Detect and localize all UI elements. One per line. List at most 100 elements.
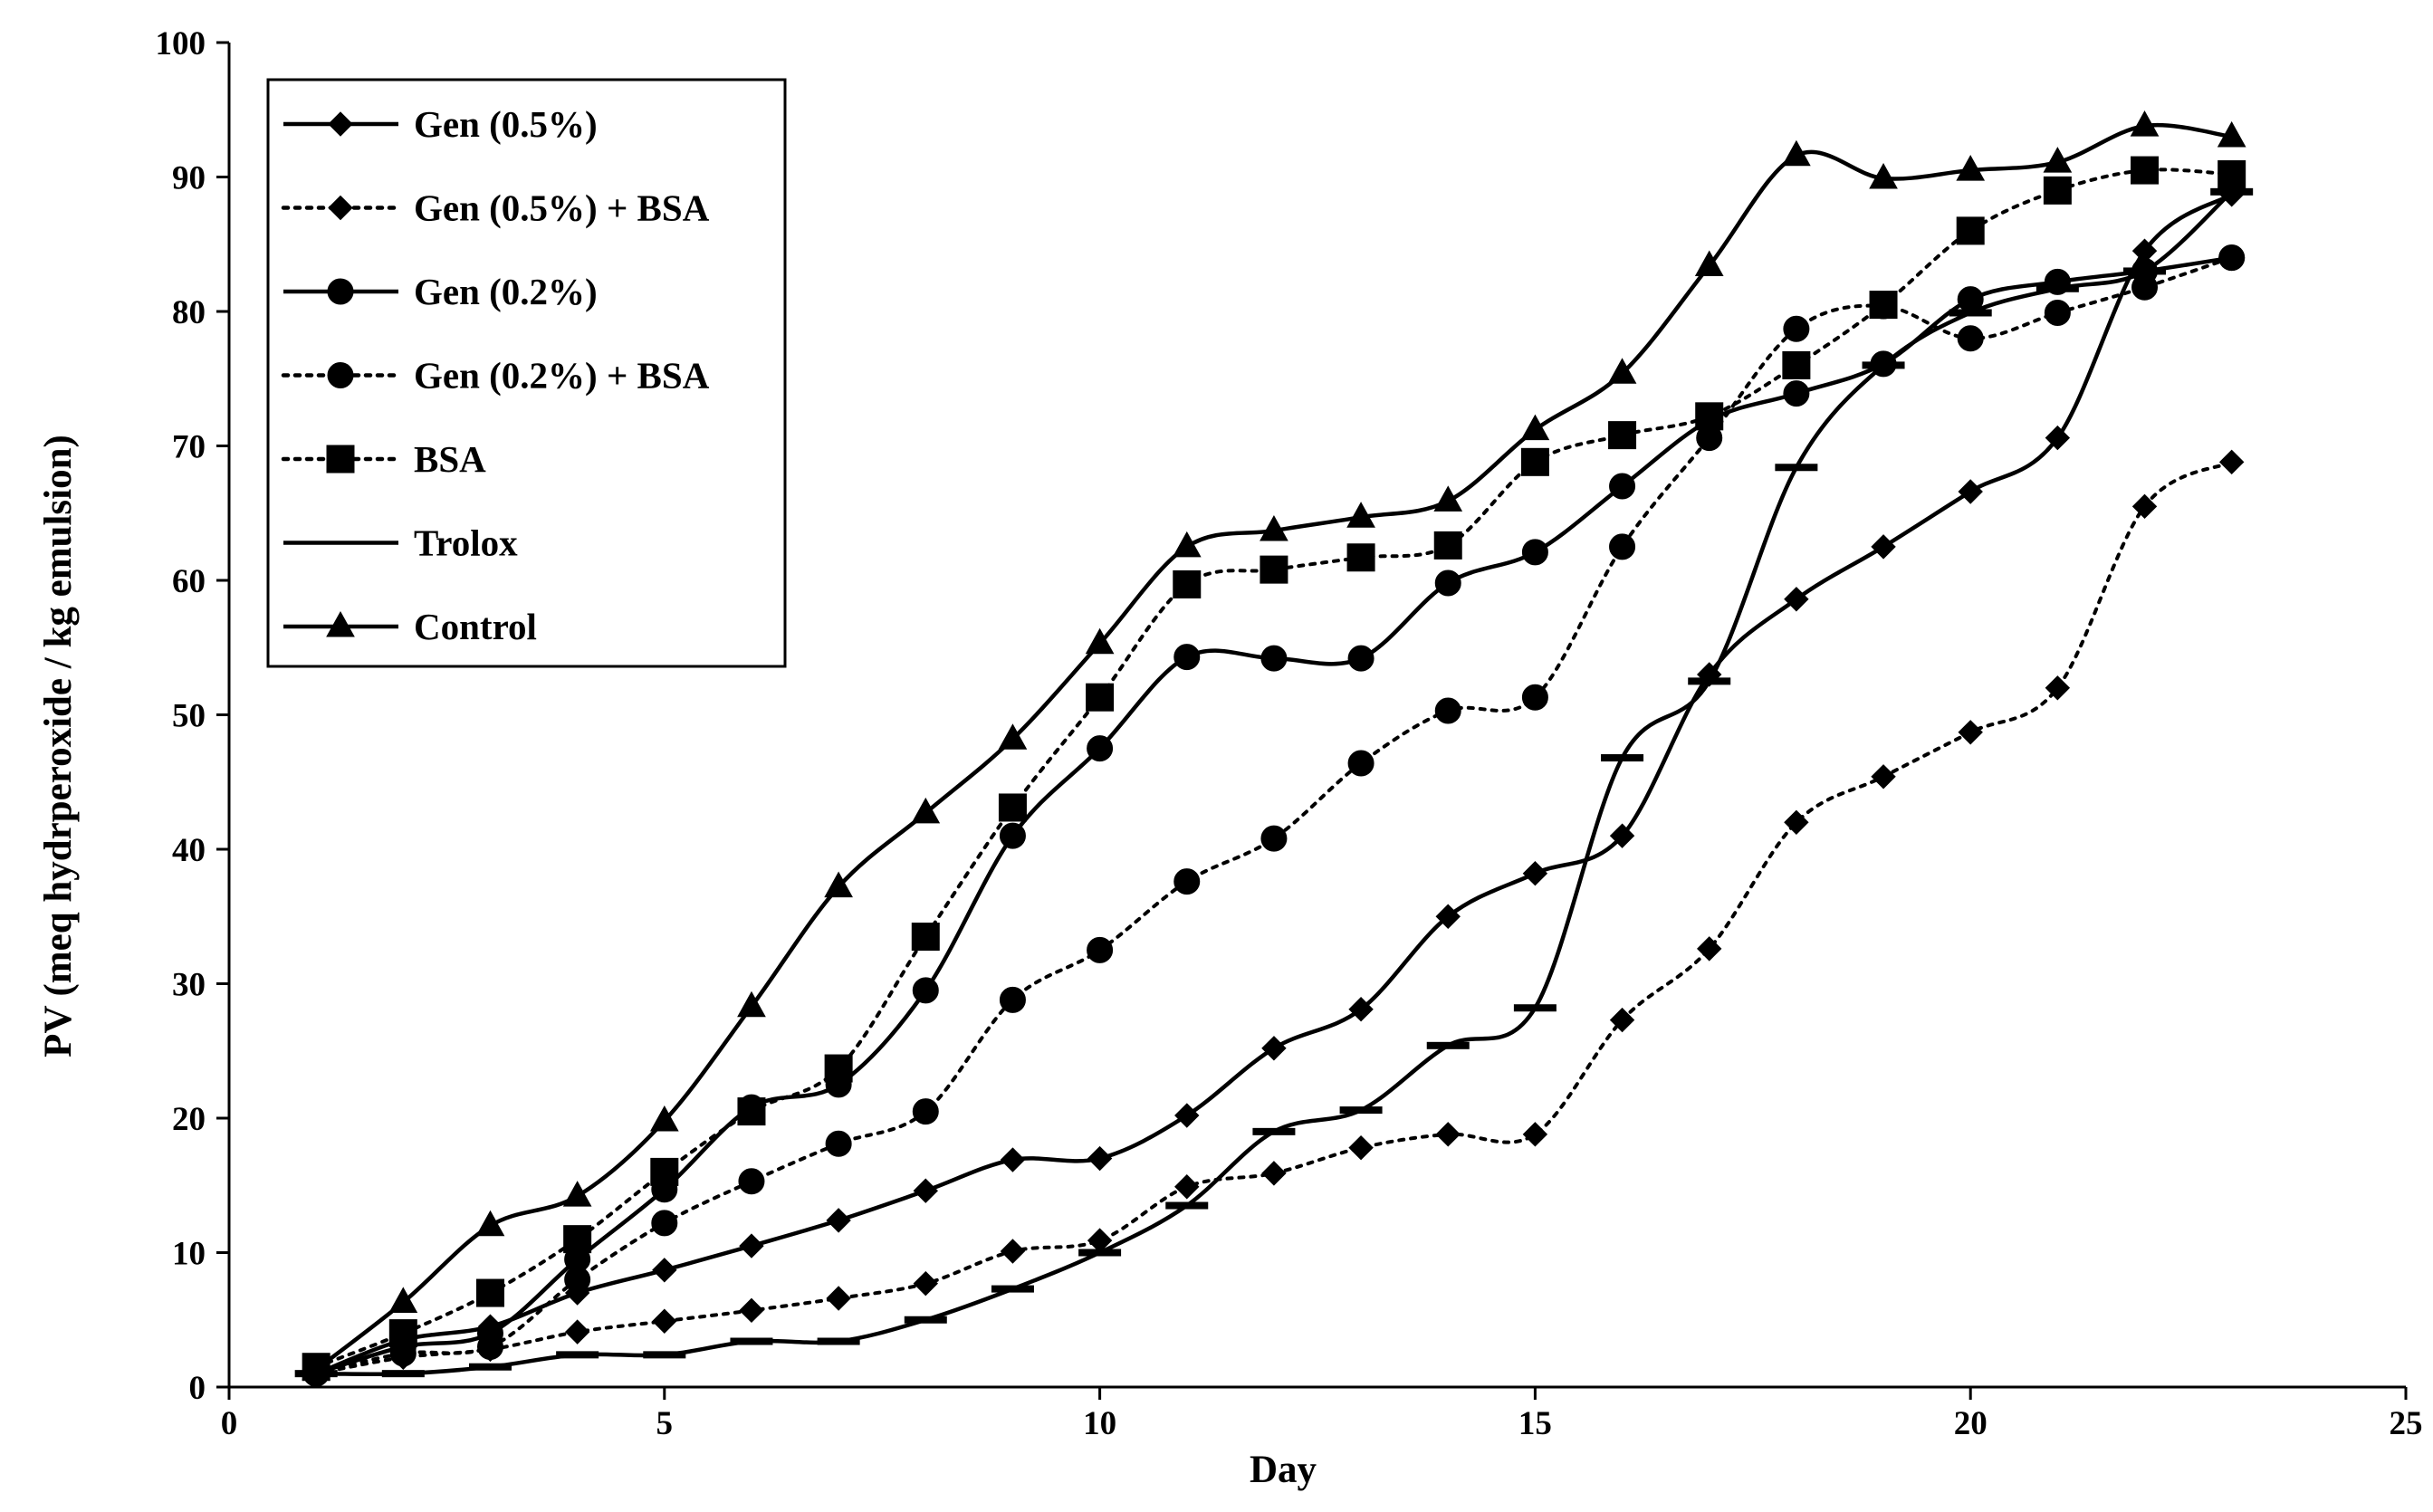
data-point: [643, 1351, 686, 1359]
data-point: [998, 723, 1028, 750]
data-point: [1078, 1249, 1122, 1257]
legend-item-trolox: Trolox: [283, 522, 518, 564]
y-tick-label: 10: [172, 1236, 206, 1273]
data-point: [1609, 823, 1635, 848]
legend-marker: [328, 195, 353, 221]
axes: 0 5 10 15 20 25 0 10 20 30 40 50 60 70 80 90 100: [156, 25, 2423, 1442]
data-point: [1782, 139, 1811, 167]
series-line-bsa: [314, 167, 2234, 1369]
data-point: [2217, 160, 2246, 189]
data-point: [1348, 1134, 1374, 1161]
series-gen-0-2-bsa: [302, 244, 2246, 1387]
data-point: [911, 923, 940, 952]
data-point: [1347, 645, 1375, 672]
data-point: [1783, 380, 1810, 407]
data-point: [1260, 555, 1288, 584]
legend-marker: [327, 362, 354, 388]
data-point: [1348, 997, 1374, 1022]
y-tick-label: 100: [156, 25, 206, 62]
data-point: [1869, 162, 1898, 189]
data-point: [1434, 697, 1461, 724]
data-point: [1775, 464, 1818, 472]
x-tick-label: 15: [1518, 1405, 1552, 1442]
data-point: [1085, 627, 1115, 655]
data-point: [2035, 284, 2079, 292]
data-point: [1520, 414, 1550, 441]
data-point: [1339, 1106, 1383, 1115]
data-point: [1522, 861, 1548, 886]
data-point: [2131, 156, 2160, 185]
data-point: [1607, 358, 1637, 384]
data-point: [826, 1208, 851, 1233]
series-trolox: [294, 187, 2254, 1378]
data-point: [2123, 267, 2167, 275]
data-point: [1426, 1041, 1470, 1049]
data-point: [999, 822, 1026, 849]
data-point: [1174, 1174, 1200, 1200]
data-point: [388, 1287, 418, 1313]
data-point: [388, 1319, 417, 1348]
data-point: [911, 797, 941, 824]
data-point: [913, 1270, 938, 1297]
data-point: [1260, 515, 1288, 541]
y-tick-label: 30: [172, 967, 206, 1004]
data-point: [1261, 1161, 1287, 1186]
y-tick-label: 80: [172, 294, 206, 331]
data-point: [475, 1210, 505, 1237]
data-point: [650, 1157, 679, 1186]
data-point: [1609, 1007, 1635, 1033]
legend-item-gen-0-2-bsa: Gen (0.2%) + BSA: [281, 355, 710, 397]
data-point: [2130, 110, 2160, 137]
data-point: [1086, 683, 1115, 712]
data-point: [1694, 250, 1724, 277]
data-point: [825, 1130, 852, 1157]
data-point: [1513, 1004, 1557, 1012]
legend-marker: [328, 111, 353, 137]
data-point: [1609, 533, 1636, 560]
data-point: [1435, 1122, 1461, 1147]
data-point: [826, 1286, 851, 1311]
legend-label: Gen (0.2%): [414, 271, 598, 312]
legend-item-control: Control: [283, 606, 537, 647]
legend-label: Gen (0.2%) + BSA: [414, 355, 710, 397]
data-point: [739, 1297, 764, 1324]
data-point: [1601, 754, 1644, 762]
y-tick-label: 0: [189, 1370, 206, 1407]
y-tick-label: 50: [172, 698, 206, 735]
data-point: [739, 1233, 764, 1258]
data-point: [2043, 147, 2073, 173]
data-point: [1958, 479, 1983, 504]
data-point: [737, 1097, 766, 1126]
data-point: [556, 1351, 599, 1359]
legend-label: Control: [414, 606, 537, 647]
data-point: [817, 1337, 860, 1345]
data-point: [737, 990, 766, 1018]
data-point: [2044, 299, 2071, 326]
data-point: [1347, 750, 1375, 777]
data-point: [1260, 825, 1288, 852]
data-point: [1871, 534, 1896, 560]
data-point: [1000, 1239, 1026, 1264]
y-axis-title: PV (meq hydrperoxide / kg emulsion): [37, 435, 80, 1057]
data-point: [738, 1168, 765, 1195]
data-point: [2045, 425, 2071, 451]
data-point: [1087, 735, 1114, 762]
series-layer: [294, 110, 2254, 1387]
legend-item-gen-0-5-bsa: Gen (0.5%) + BSA: [281, 187, 710, 229]
data-point: [2045, 675, 2071, 701]
legend-item-gen-0-5: Gen (0.5%): [283, 103, 598, 145]
data-point: [1957, 325, 1984, 352]
data-point: [1346, 543, 1375, 572]
data-point: [1261, 1036, 1287, 1061]
data-point: [730, 1337, 773, 1345]
legend-label: BSA: [414, 438, 486, 480]
data-point: [2131, 493, 2158, 520]
data-point: [998, 793, 1027, 822]
data-point: [564, 1266, 591, 1293]
data-point: [1688, 677, 1731, 685]
data-point: [904, 1316, 947, 1324]
data-point: [1958, 720, 1983, 745]
legend-marker: [327, 278, 354, 305]
data-point: [476, 1333, 503, 1360]
